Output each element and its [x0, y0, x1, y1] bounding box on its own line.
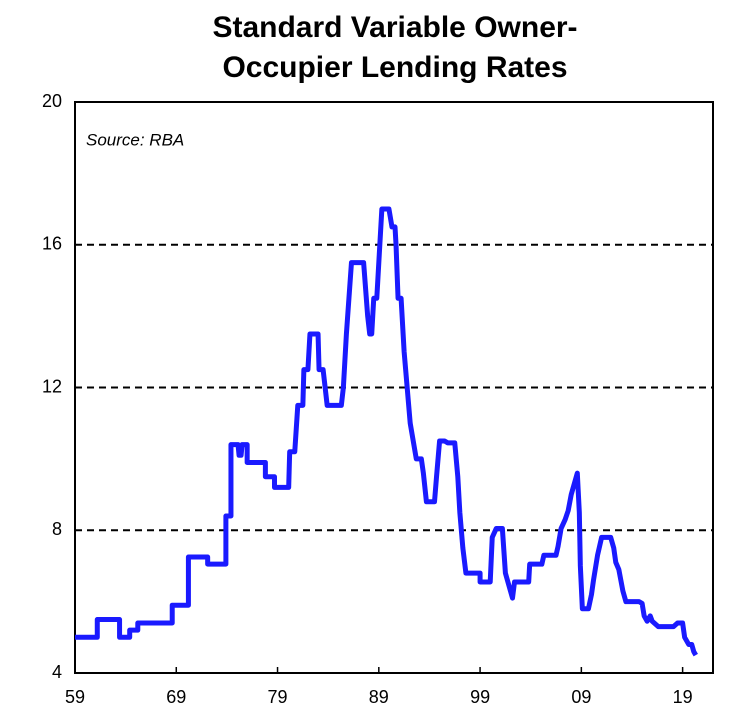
x-tick-label: 69	[166, 687, 186, 707]
x-tick-label: 89	[369, 687, 389, 707]
plot-frame	[74, 101, 714, 674]
x-tick-label: 99	[470, 687, 490, 707]
y-tick-label: 8	[52, 519, 62, 539]
x-tick-label: 19	[673, 687, 693, 707]
annotation: Source: RBA	[86, 130, 184, 149]
chart-title: Standard Variable Owner-Occupier Lending…	[212, 11, 578, 84]
x-tick-label: 09	[571, 687, 591, 707]
y-tick-label: 16	[42, 234, 62, 254]
x-tick-label: 59	[65, 687, 85, 707]
y-tick-label: 20	[42, 91, 62, 111]
y-tick-label: 12	[42, 376, 62, 396]
y-tick-label: 4	[52, 662, 62, 682]
x-tick-label: 79	[268, 687, 288, 707]
series-line	[75, 206, 698, 657]
